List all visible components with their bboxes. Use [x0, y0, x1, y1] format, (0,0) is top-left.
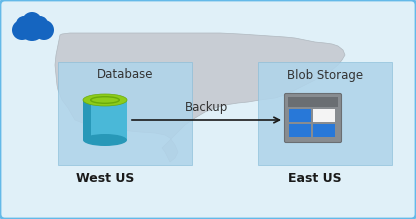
Bar: [20, 28, 44, 35]
Circle shape: [32, 16, 48, 32]
Text: West US: West US: [76, 171, 134, 184]
Bar: [83, 100, 91, 140]
Text: Blob Storage: Blob Storage: [287, 69, 363, 81]
FancyBboxPatch shape: [285, 94, 342, 143]
Polygon shape: [55, 33, 345, 162]
Bar: [312, 109, 334, 122]
Circle shape: [12, 20, 32, 40]
FancyBboxPatch shape: [58, 62, 192, 165]
Ellipse shape: [83, 94, 127, 106]
Bar: [289, 109, 311, 122]
Circle shape: [16, 16, 32, 32]
Circle shape: [19, 15, 45, 41]
Circle shape: [34, 20, 54, 40]
Text: Backup: Backup: [185, 101, 228, 115]
Bar: [288, 97, 338, 107]
Text: East US: East US: [288, 171, 342, 184]
Bar: [83, 100, 127, 140]
Text: Database: Database: [97, 69, 153, 81]
Ellipse shape: [83, 134, 127, 146]
Circle shape: [22, 12, 42, 32]
Bar: [312, 124, 334, 136]
FancyBboxPatch shape: [258, 62, 392, 165]
Bar: [289, 124, 311, 136]
